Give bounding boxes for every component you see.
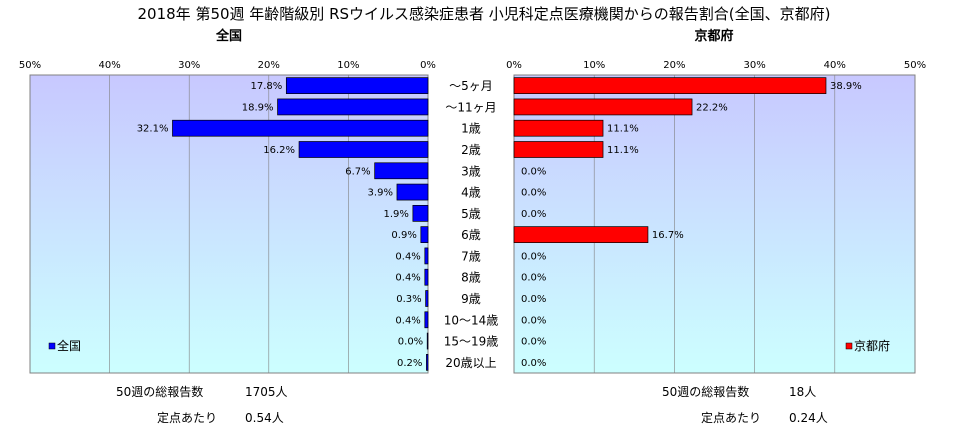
kyoto-legend-label: 京都府 — [854, 338, 890, 353]
kyoto-bar-value-label: 0.0% — [521, 166, 546, 177]
national-bar — [424, 268, 429, 286]
age-category-label: 9歳 — [461, 292, 481, 306]
national-total-label: 50週の総報告数 — [116, 384, 203, 399]
national-x-tick-label: 20% — [258, 60, 280, 71]
national-bar-value-label: 0.0% — [398, 337, 423, 348]
national-legend-swatch — [48, 342, 56, 350]
kyoto-x-axis-ticks: 0% 10% 20% 30% 40% 50% — [506, 60, 926, 71]
national-x-tick-label: 10% — [337, 60, 359, 71]
kyoto-panel-title: 京都府 — [694, 28, 733, 44]
national-bar — [374, 162, 429, 180]
national-bar — [420, 226, 429, 243]
kyoto-per-site-label: 定点あたり — [701, 410, 761, 425]
national-x-tick-label: 40% — [98, 60, 120, 71]
age-category-label: 4歳 — [461, 186, 481, 200]
national-bar — [285, 77, 429, 94]
national-plot-area — [29, 74, 429, 374]
kyoto-x-tick-label: 30% — [743, 60, 765, 71]
kyoto-bar-value-label: 0.0% — [521, 337, 546, 348]
age-category-label: 20歳以上 — [445, 356, 496, 370]
age-category-label: 8歳 — [461, 271, 481, 285]
kyoto-x-tick-label: 50% — [904, 60, 926, 71]
age-category-label: ～5ヶ月 — [449, 79, 493, 93]
kyoto-x-tick-label: 10% — [583, 60, 605, 71]
national-bar — [426, 332, 429, 350]
national-bar — [425, 290, 429, 307]
age-category-label: 3歳 — [461, 164, 481, 178]
national-bar — [426, 354, 429, 371]
kyoto-bar-value-label: 0.0% — [521, 251, 546, 262]
age-category-labels: ～5ヶ月 ～11ヶ月 1歳 2歳 3歳 4歳 5歳 6歳 7歳 8歳 9歳 10～14歳 15～19歳 2… — [444, 79, 499, 370]
kyoto-legend: 京都府 — [845, 338, 890, 353]
national-bar — [172, 119, 429, 137]
kyoto-x-tick-label: 20% — [663, 60, 685, 71]
national-bar-value-label: 0.4% — [395, 273, 420, 284]
kyoto-bar-value-label: 0.0% — [521, 273, 546, 284]
national-legend-label: 全国 — [57, 338, 81, 353]
kyoto-bar-value-label: 11.1% — [607, 145, 639, 156]
national-x-axis-ticks: 50% 40% 30% 20% 10% 0% — [19, 60, 436, 71]
national-bar-value-label: 0.4% — [395, 251, 420, 262]
kyoto-bar — [513, 226, 649, 243]
kyoto-per-site-value: 0.24人 — [789, 411, 828, 425]
age-category-label: 2歳 — [461, 143, 481, 157]
kyoto-bar — [513, 77, 827, 94]
national-total-value: 1705人 — [245, 385, 288, 399]
age-category-label: 15～19歳 — [444, 335, 499, 349]
national-bar-value-label: 0.2% — [397, 358, 422, 369]
kyoto-bar — [513, 98, 693, 116]
national-bar-value-label: 18.9% — [242, 102, 274, 113]
age-category-label: 10～14歳 — [444, 313, 499, 327]
kyoto-x-tick-label: 40% — [824, 60, 846, 71]
age-category-label: 1歳 — [461, 122, 481, 136]
kyoto-bar — [513, 119, 604, 137]
kyoto-series: 38.9% 22.2% 11.1% 11.1% 0.0% 0.0% 0.0% 16.7% 0.0… — [513, 77, 862, 369]
national-x-tick-label: 0% — [420, 60, 436, 71]
national-per-site-label: 定点あたり — [157, 410, 217, 425]
age-category-label: 7歳 — [461, 249, 481, 263]
national-bar-value-label: 3.9% — [368, 188, 393, 199]
national-bar — [396, 183, 429, 201]
national-bar — [298, 141, 429, 158]
kyoto-legend-swatch — [845, 342, 853, 350]
kyoto-bar-value-label: 0.0% — [521, 209, 546, 220]
national-bar-value-label: 6.7% — [345, 166, 370, 177]
national-x-tick-label: 50% — [19, 60, 41, 71]
kyoto-bar-value-label: 11.1% — [607, 124, 639, 135]
age-category-label: 6歳 — [461, 228, 481, 242]
kyoto-bar — [513, 141, 604, 158]
national-bar-value-label: 0.3% — [396, 294, 421, 305]
kyoto-bar-value-label: 0.0% — [521, 294, 546, 305]
chart-title: 2018年 第50週 年齢階級別 RSウイルス感染症患者 小児科定点医療機関から… — [138, 5, 831, 23]
national-panel-title: 全国 — [215, 28, 242, 44]
national-bar — [412, 205, 429, 222]
national-bar — [277, 98, 429, 116]
kyoto-bar-value-label: 38.9% — [830, 81, 862, 92]
national-bar-value-label: 32.1% — [137, 124, 169, 135]
kyoto-bar-value-label: 0.0% — [521, 315, 546, 326]
national-bar — [424, 247, 429, 265]
national-x-tick-label: 30% — [178, 60, 200, 71]
kyoto-total-value: 18人 — [789, 385, 816, 399]
national-bar-value-label: 0.9% — [391, 230, 416, 241]
national-per-site-value: 0.54人 — [245, 411, 284, 425]
national-bar-value-label: 16.2% — [263, 145, 295, 156]
national-bar — [424, 311, 429, 329]
kyoto-total-label: 50週の総報告数 — [662, 384, 749, 399]
kyoto-bar-value-label: 0.0% — [521, 188, 546, 199]
national-bar-value-label: 17.8% — [251, 81, 283, 92]
age-category-label: 5歳 — [461, 207, 481, 221]
kyoto-bar-value-label: 0.0% — [521, 358, 546, 369]
kyoto-x-tick-label: 0% — [506, 60, 522, 71]
kyoto-plot-area — [513, 74, 916, 374]
kyoto-bar-value-label: 16.7% — [652, 230, 684, 241]
national-series: 17.8% 18.9% 32.1% 16.2% 6.7% 3.9% 1.9% 0.9% 0.4%… — [137, 77, 429, 371]
national-bar-value-label: 1.9% — [383, 209, 408, 220]
national-legend: 全国 — [48, 338, 81, 353]
kyoto-bar-value-label: 22.2% — [696, 102, 728, 113]
national-bar-value-label: 0.4% — [395, 315, 420, 326]
age-category-label: ～11ヶ月 — [445, 100, 496, 114]
